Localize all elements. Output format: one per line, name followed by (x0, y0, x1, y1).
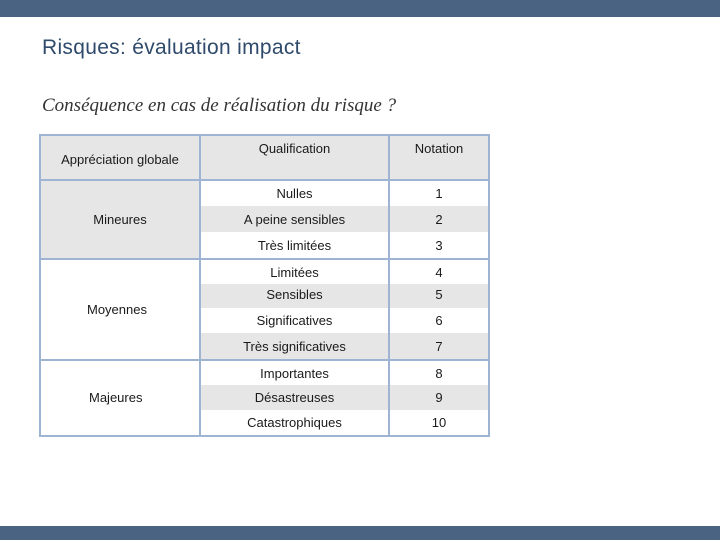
group-moyennes-label: Moyennes (87, 302, 147, 317)
notation-cell: 3 (390, 232, 488, 258)
notation-cell: 1 (390, 181, 488, 206)
impact-table: Appréciation globale Mineures Moyennes M… (39, 134, 490, 437)
notation-cell: 10 (390, 410, 488, 435)
header-appreciation: Appréciation globale (41, 136, 199, 179)
notation-cell: 7 (390, 333, 488, 359)
notation-cell: 2 (390, 206, 488, 232)
qualification-cell: Importantes (201, 361, 388, 385)
qualification-cell: Désastreuses (201, 385, 388, 410)
bottom-accent-bar (0, 526, 720, 540)
notation-cell: 5 (390, 284, 488, 308)
header-appreciation-label: Appréciation globale (61, 152, 179, 167)
header-qualification: Qualification (201, 136, 388, 179)
notation-cell: 9 (390, 385, 488, 410)
group-majeures: Majeures (41, 361, 199, 435)
qualification-cell: Catastrophiques (201, 410, 388, 435)
top-accent-bar (0, 0, 720, 17)
qualification-cell: Très significatives (201, 333, 388, 359)
group-moyennes: Moyennes (41, 260, 199, 359)
qualification-cell: Très limitées (201, 232, 388, 258)
qualification-cell: Limitées (201, 260, 388, 284)
slide-subtitle: Conséquence en cas de réalisation du ris… (42, 95, 397, 116)
header-divider (41, 179, 488, 181)
notation-cell: 4 (390, 260, 488, 284)
notation-cell: 8 (390, 361, 488, 385)
header-notation: Notation (390, 136, 488, 179)
notation-cell: 6 (390, 308, 488, 333)
column-divider (388, 136, 390, 435)
slide-title: Risques: évaluation impact (42, 36, 301, 59)
column-divider (199, 136, 201, 435)
group-divider (41, 359, 488, 361)
qualification-cell: Significatives (201, 308, 388, 333)
qualification-cell: Sensibles (201, 284, 388, 308)
header-notation-label: Notation (414, 141, 464, 156)
header-qualification-label: Qualification (258, 141, 331, 156)
group-mineures-label: Mineures (93, 212, 147, 227)
qualification-cell: A peine sensibles (201, 206, 388, 232)
group-divider (41, 258, 488, 260)
qualification-cell: Nulles (201, 181, 388, 206)
group-majeures-label: Majeures (89, 389, 143, 405)
group-mineures: Mineures (41, 181, 199, 258)
